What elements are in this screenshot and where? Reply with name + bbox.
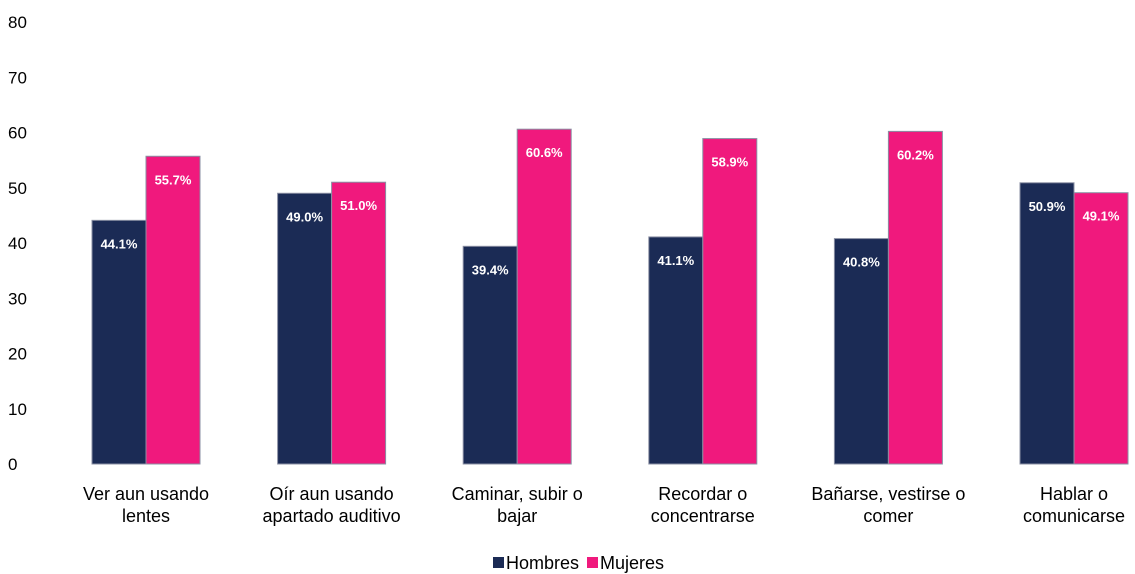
x-category-label: comunicarse: [1023, 506, 1125, 526]
bars: 44.1% 55.7% 49.0% 51.0% 39.4% 60.6% 41.1% 58.9%…: [91, 128, 1129, 465]
y-tick-label: 20: [8, 345, 27, 364]
data-label: 39.4%: [472, 262, 509, 277]
data-label: 58.9%: [711, 155, 748, 170]
y-tick-label: 60: [8, 124, 27, 143]
x-category-label: concentrarse: [651, 506, 755, 526]
bar-mujeres: [1073, 192, 1129, 465]
legend-label-hombres: Hombres: [506, 553, 579, 573]
data-label: 44.1%: [101, 236, 138, 251]
data-label: 49.0%: [286, 209, 323, 224]
bar-mujeres: [702, 138, 758, 465]
bar-mujeres: [331, 181, 387, 465]
x-category-label: lentes: [122, 506, 170, 526]
y-tick-label: 40: [8, 234, 27, 253]
y-axis: 0 10 20 30 40 50 60 70 80: [8, 13, 27, 474]
bar-hombres: [1019, 182, 1075, 465]
legend-swatch-hombres: [493, 557, 504, 568]
y-tick-label: 80: [8, 13, 27, 32]
y-tick-label: 50: [8, 179, 27, 198]
x-category-label: Caminar, subir o: [452, 484, 583, 504]
y-tick-label: 0: [8, 455, 17, 474]
x-category-label: apartado auditivo: [263, 506, 401, 526]
bar-hombres: [833, 238, 889, 465]
bar-hombres: [277, 192, 333, 465]
data-label: 41.1%: [657, 253, 694, 268]
bar-mujeres: [145, 155, 201, 465]
x-category-label: Hablar o: [1040, 484, 1108, 504]
data-label: 40.8%: [843, 255, 880, 270]
data-label: 60.2%: [897, 147, 934, 162]
x-category-label: Oír aun usando: [270, 484, 394, 504]
legend-label-mujeres: Mujeres: [600, 553, 664, 573]
x-category-label: Recordar o: [658, 484, 747, 504]
data-label: 49.1%: [1083, 209, 1120, 224]
bar-mujeres: [887, 130, 943, 465]
bar-mujeres: [516, 128, 572, 465]
x-category-label: bajar: [497, 506, 537, 526]
data-label: 50.9%: [1029, 199, 1066, 214]
bar-hombres: [462, 245, 518, 465]
y-tick-label: 10: [8, 400, 27, 419]
legend-swatch-mujeres: [587, 557, 598, 568]
x-category-label: comer: [863, 506, 913, 526]
x-category-label: Ver aun usando: [83, 484, 209, 504]
x-category-label: Bañarse, vestirse o: [811, 484, 965, 504]
data-label: 55.7%: [155, 172, 192, 187]
data-label: 60.6%: [526, 145, 563, 160]
legend: Hombres Mujeres: [493, 553, 664, 573]
data-label: 51.0%: [340, 198, 377, 213]
bar-hombres: [91, 219, 147, 465]
y-tick-label: 30: [8, 289, 27, 308]
y-tick-label: 70: [8, 68, 27, 87]
bar-hombres: [648, 236, 704, 465]
